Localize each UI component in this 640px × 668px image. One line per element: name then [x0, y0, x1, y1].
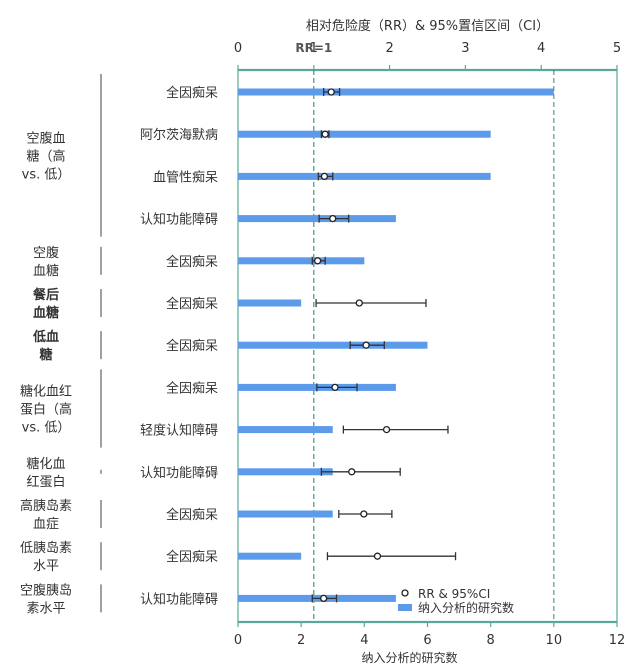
study-count-bar	[238, 552, 302, 560]
top-axis-tick-label: 3	[461, 41, 469, 56]
group-label: 空腹血	[26, 130, 65, 146]
group-label: 糖化血	[26, 456, 65, 472]
group-label: vs. 低）	[22, 421, 71, 436]
rr-1-label: RR=1	[295, 41, 332, 55]
legend-bar-label: 纳入分析的研究数	[418, 600, 514, 615]
bottom-axis-tick-label: 2	[297, 633, 305, 648]
study-bars-layer	[238, 88, 554, 602]
outcome-label: 全因痴呆	[166, 380, 218, 396]
study-count-bar	[238, 510, 333, 518]
group-label: vs. 低）	[22, 167, 71, 182]
bottom-axis-tick-label: 0	[234, 633, 242, 648]
group-label: 素水平	[26, 601, 65, 616]
top-axis-tick-label: 1	[310, 41, 318, 56]
top-axis-tick-label: 2	[385, 41, 393, 56]
outcome-label: 全因痴呆	[166, 85, 218, 101]
outcome-label: 认知功能障碍	[140, 591, 218, 607]
outcome-label: 认知功能障碍	[140, 212, 218, 228]
outcome-label: 认知功能障碍	[140, 465, 218, 481]
bottom-axis-tick-label: 12	[609, 633, 626, 648]
study-count-bar	[238, 426, 333, 434]
study-count-bar	[238, 341, 428, 349]
outcome-label: 全因痴呆	[166, 296, 218, 312]
group-label: 血症	[33, 517, 59, 532]
outcome-label: 阿尔茨海默病	[140, 127, 218, 143]
rr-point	[327, 88, 335, 96]
group-label: 高胰岛素	[20, 498, 72, 514]
bottom-axis-tick-label: 8	[487, 633, 495, 648]
ci-layer	[311, 88, 457, 603]
outcome-label: 血管性痴呆	[153, 169, 218, 185]
rr-point	[329, 214, 337, 223]
top-axis-tick-label: 0	[234, 41, 242, 56]
group-label: 糖（高	[26, 148, 65, 164]
top-axis-tick-label: 4	[537, 41, 545, 56]
study-count-bar	[238, 257, 365, 265]
group-label: 餐后	[32, 287, 59, 303]
rr-point	[320, 594, 328, 603]
bottom-axis-tick-label: 6	[423, 633, 431, 648]
legend-bar-symbol	[398, 604, 412, 611]
chart-title: 相对危险度（RR）& 95%置信区间（CI）	[306, 18, 549, 34]
group-label: 红蛋白	[26, 474, 65, 490]
top-axis-tick-label: 5	[613, 41, 621, 56]
bottom-axis-tick-label: 4	[360, 633, 368, 648]
group-label: 水平	[33, 559, 59, 574]
group-label: 空腹	[33, 245, 59, 261]
study-count-bar	[238, 468, 333, 476]
group-label: 蛋白（高	[20, 402, 72, 418]
group-label: 糖	[39, 347, 52, 363]
rr-point	[320, 172, 329, 181]
study-count-bar	[238, 299, 302, 307]
outcome-label: 全因痴呆	[166, 549, 218, 565]
rr-point	[362, 341, 370, 349]
x-axis-label: 纳入分析的研究数	[361, 650, 457, 665]
rr-point	[313, 257, 322, 265]
rr-point	[348, 468, 356, 476]
study-count-bar	[238, 130, 491, 138]
rr-point	[321, 130, 329, 138]
group-label: 低胰岛素	[20, 540, 72, 556]
study-count-bar	[238, 215, 396, 223]
group-label: 空腹胰岛	[20, 582, 72, 598]
outcome-label: 轻度认知障碍	[140, 423, 218, 439]
group-label: 血糖	[33, 263, 59, 279]
text-layer: 相对危险度（RR）& 95%置信区间（CI）0 1 2 3 4 50 2 4 6 8 10 12纳入分…	[20, 18, 625, 665]
bottom-axis-tick-label: 10	[546, 633, 563, 648]
rr-point	[355, 299, 363, 307]
group-label: 低血	[32, 329, 59, 345]
outcome-label: 全因痴呆	[166, 507, 218, 523]
rr-point	[331, 383, 339, 392]
legend-rr-symbol	[401, 589, 409, 597]
study-count-bar	[238, 88, 554, 96]
legend-rr-label: RR & 95%CI	[418, 587, 490, 601]
rr-point	[382, 425, 391, 434]
outcome-label: 全因痴呆	[166, 254, 218, 270]
rr-point	[373, 552, 382, 560]
plot-frame-layer	[100, 65, 618, 627]
rr-point	[360, 510, 368, 518]
outcome-label: 全因痴呆	[166, 338, 218, 354]
study-count-bar	[238, 172, 491, 180]
group-label: 糖化血红	[20, 384, 72, 400]
group-label: 血糖	[33, 305, 59, 321]
